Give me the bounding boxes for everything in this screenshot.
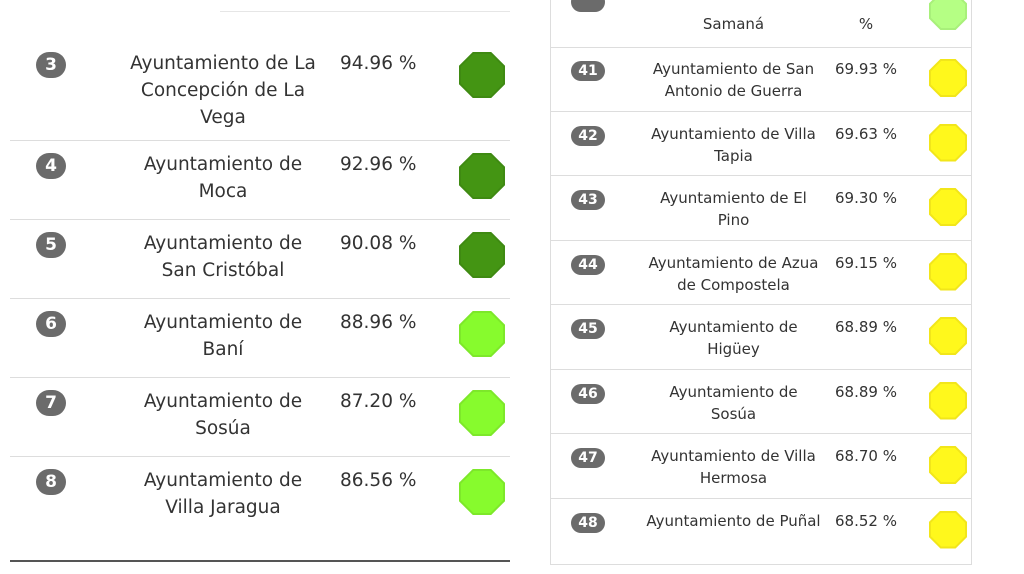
rank-badge: 4	[36, 153, 66, 179]
municipality-name: Samaná	[702, 15, 765, 33]
rank-badge: 5	[36, 232, 66, 258]
table-row-partial: Samaná %	[551, 0, 971, 48]
municipality-name: Ayuntamiento de Azua de Compostela	[648, 253, 819, 294]
rank-badge: 7	[36, 390, 66, 416]
table-row[interactable]: 3 Ayuntamiento de La Concepción de La Ve…	[10, 40, 510, 141]
status-octagon-icon	[929, 0, 967, 30]
status-octagon-icon	[929, 381, 967, 420]
rank-badge: 41	[571, 61, 605, 81]
table-row[interactable]: 7 Ayuntamiento de Sosúa 87.20 %	[10, 378, 510, 457]
status-octagon-icon	[929, 188, 967, 226]
rank-badge	[571, 0, 605, 12]
status-octagon-icon	[459, 390, 505, 436]
municipality-name: Ayuntamiento de Sosúa	[669, 382, 798, 423]
divider	[220, 11, 510, 12]
municipality-name: Ayuntamiento de Puñal	[646, 511, 821, 530]
ranking-list-right: Samaná % 41 Ayuntamiento de San Antonio …	[550, 0, 972, 565]
municipality-name: Ayuntamiento de El Pino	[660, 189, 807, 229]
rank-badge: 44	[571, 254, 605, 275]
percentage: 90.08 %	[340, 233, 417, 254]
municipality-name: Ayuntamiento de Baní	[143, 312, 303, 360]
rank-badge: 43	[571, 190, 605, 210]
percentage: 68.89 %	[835, 382, 897, 401]
table-row[interactable]: 45 Ayuntamiento de Higüey 68.89 %	[551, 305, 971, 370]
table-row[interactable]: 6 Ayuntamiento de Baní 88.96 %	[10, 299, 510, 378]
percentage: 88.96 %	[340, 312, 417, 333]
status-octagon-icon	[929, 317, 967, 355]
percentage: %	[858, 15, 874, 33]
table-row[interactable]: 46 Ayuntamiento de Sosúa 68.89 %	[551, 370, 971, 434]
municipality-name: Ayuntamiento de Sosúa	[143, 391, 303, 439]
rank-badge: 3	[36, 52, 66, 78]
table-row[interactable]: 43 Ayuntamiento de El Pino 69.30 %	[551, 176, 971, 241]
percentage: 92.96 %	[340, 154, 417, 175]
rank-badge: 45	[571, 319, 605, 339]
status-octagon-icon	[929, 510, 967, 549]
municipality-name: Ayuntamiento de Villa Hermosa	[651, 447, 816, 487]
percentage: 69.30 %	[835, 189, 897, 207]
status-octagon-icon	[459, 232, 505, 278]
municipality-name: Ayuntamiento de La Concepción de La Vega	[130, 53, 316, 128]
rank-badge: 6	[36, 311, 66, 337]
percentage: 69.15 %	[835, 253, 897, 272]
rank-badge: 46	[571, 383, 605, 404]
status-octagon-icon	[459, 153, 505, 199]
municipality-name: Ayuntamiento de Villa Jaragua	[143, 470, 303, 518]
rank-badge: 42	[571, 125, 605, 146]
percentage: 69.93 %	[835, 60, 897, 78]
municipality-name: Ayuntamiento de Higüey	[669, 318, 798, 358]
percentage: 86.56 %	[340, 470, 417, 491]
divider	[10, 560, 510, 562]
status-octagon-icon	[929, 123, 967, 162]
municipality-name: Ayuntamiento de San Cristóbal	[143, 233, 303, 281]
percentage: 68.52 %	[835, 511, 897, 530]
table-row[interactable]: 5 Ayuntamiento de San Cristóbal 90.08 %	[10, 220, 510, 299]
rank-badge: 48	[571, 512, 605, 533]
status-octagon-icon	[929, 446, 967, 484]
percentage: 87.20 %	[340, 391, 417, 412]
percentage: 68.70 %	[835, 447, 897, 465]
table-row[interactable]: 48 Ayuntamiento de Puñal 68.52 %	[551, 499, 971, 564]
rank-badge: 8	[36, 469, 66, 495]
status-octagon-icon	[929, 252, 967, 291]
municipality-name: Ayuntamiento de Villa Tapia	[651, 124, 816, 165]
table-row[interactable]: 8 Ayuntamiento de Villa Jaragua 86.56 %	[10, 457, 510, 536]
percentage: 94.96 %	[340, 53, 417, 74]
ranking-list-left: 3 Ayuntamiento de La Concepción de La Ve…	[10, 0, 510, 574]
table-row[interactable]: 4 Ayuntamiento de Moca 92.96 %	[10, 141, 510, 220]
status-octagon-icon	[929, 59, 967, 97]
percentage: 69.63 %	[835, 124, 897, 143]
table-row[interactable]: 47 Ayuntamiento de Villa Hermosa 68.70 %	[551, 434, 971, 499]
table-row[interactable]: 42 Ayuntamiento de Villa Tapia 69.63 %	[551, 112, 971, 176]
status-octagon-icon	[459, 469, 505, 515]
percentage: 68.89 %	[835, 318, 897, 336]
table-row[interactable]: 44 Ayuntamiento de Azua de Compostela 69…	[551, 241, 971, 305]
status-octagon-icon	[459, 311, 505, 357]
rank-badge: 47	[571, 448, 605, 468]
municipality-name: Ayuntamiento de San Antonio de Guerra	[652, 60, 815, 100]
municipality-name: Ayuntamiento de Moca	[143, 154, 303, 202]
status-octagon-icon	[459, 52, 505, 98]
table-row[interactable]: 41 Ayuntamiento de San Antonio de Guerra…	[551, 47, 971, 112]
